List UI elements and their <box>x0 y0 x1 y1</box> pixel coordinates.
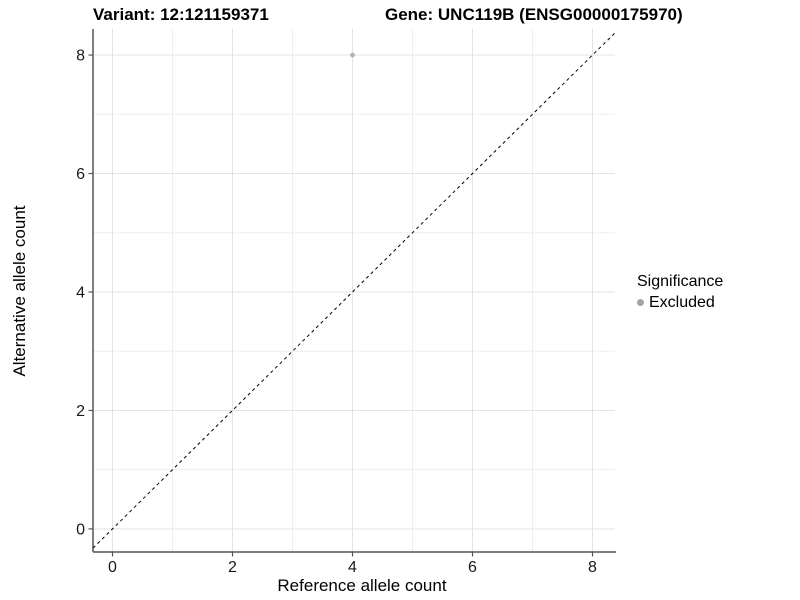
y-tick-label: 0 <box>76 521 85 538</box>
y-tick-label: 4 <box>76 284 85 301</box>
excluded-dot-icon <box>637 299 644 306</box>
y-tick-label: 6 <box>76 166 85 183</box>
identity-dashed-line <box>92 32 616 549</box>
y-tick-label: 2 <box>76 403 85 420</box>
x-tick-label: 0 <box>108 559 117 576</box>
y-tick-label: 8 <box>76 48 85 65</box>
data-point <box>350 52 355 58</box>
y-axis-title: Alternative allele count <box>10 205 29 377</box>
x-tick-label: 8 <box>588 559 597 576</box>
significance-legend: Significance Excluded <box>637 272 723 312</box>
variant-title: Variant: 12:121159371 <box>93 5 269 24</box>
gene-title: Gene: UNC119B (ENSG00000175970) <box>385 5 683 24</box>
legend-entry-label: Excluded <box>649 294 715 311</box>
x-axis-title: Reference allele count <box>277 576 447 595</box>
x-tick-label: 2 <box>228 559 237 576</box>
x-tick-label: 6 <box>468 559 477 576</box>
x-tick-label: 4 <box>348 559 357 576</box>
legend-title: Significance <box>637 273 724 290</box>
legend-entry-excluded: Excluded <box>637 293 723 312</box>
